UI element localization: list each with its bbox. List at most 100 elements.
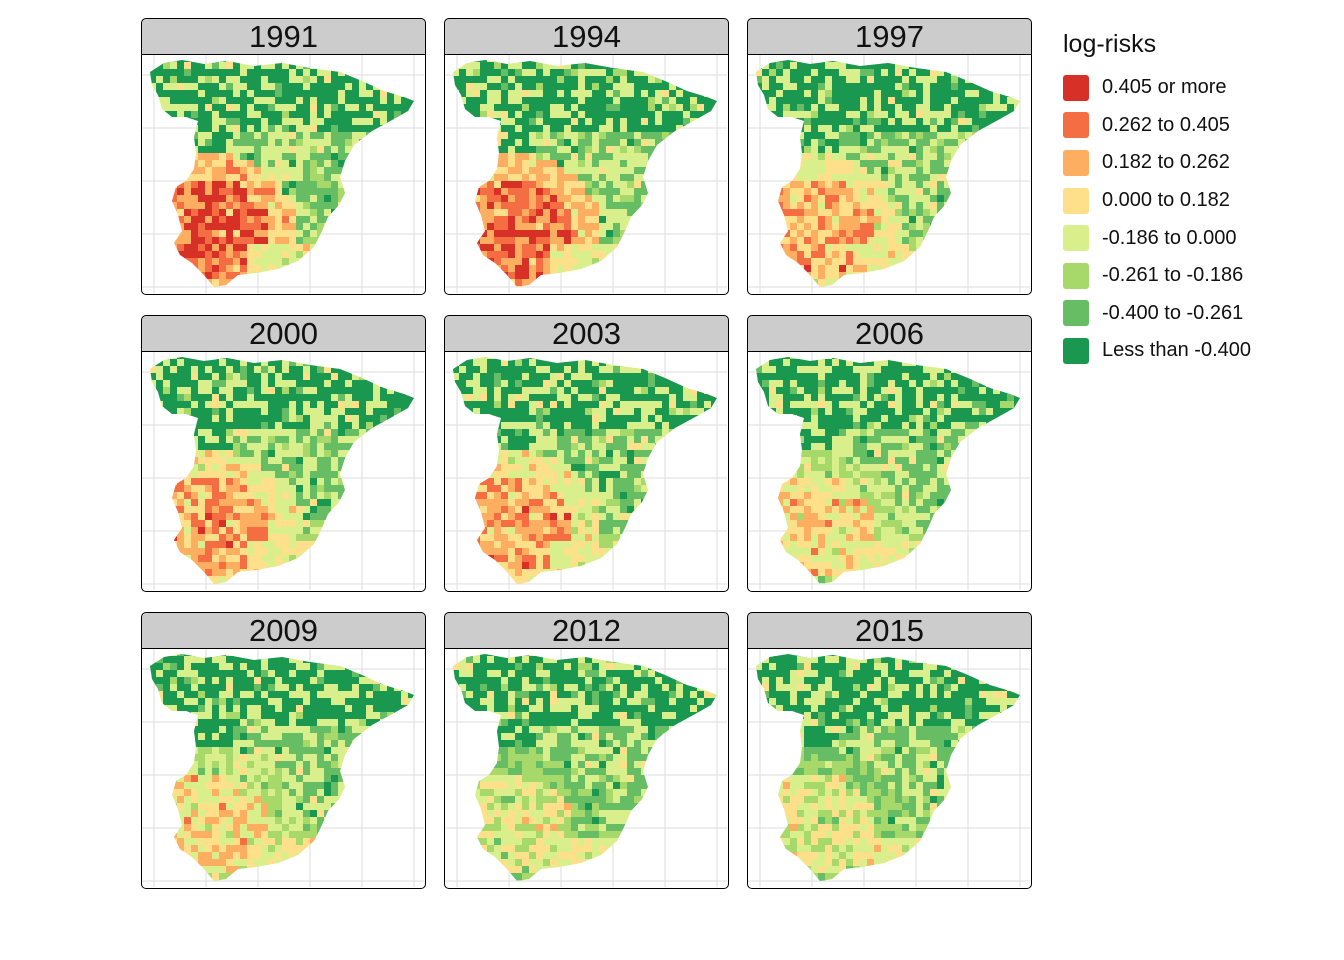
municipality-cell bbox=[261, 167, 269, 175]
municipality-cell bbox=[874, 209, 882, 217]
municipality-cell bbox=[762, 209, 770, 217]
municipality-cell bbox=[338, 401, 346, 409]
municipality-cell bbox=[289, 373, 297, 381]
municipality-cell bbox=[296, 216, 304, 224]
municipality-cell bbox=[599, 97, 607, 105]
municipality-cell bbox=[522, 244, 530, 252]
municipality-cell bbox=[191, 429, 199, 437]
municipality-cell bbox=[150, 139, 157, 147]
municipality-cell bbox=[669, 139, 677, 147]
municipality-cell bbox=[156, 380, 164, 388]
municipality-cell bbox=[832, 244, 840, 252]
municipality-cell bbox=[247, 160, 255, 168]
municipality-cell bbox=[345, 258, 353, 266]
municipality-cell bbox=[198, 132, 206, 140]
municipality-cell bbox=[951, 111, 959, 119]
municipality-cell bbox=[473, 60, 481, 63]
municipality-cell bbox=[937, 62, 945, 70]
municipality-cell bbox=[233, 244, 241, 252]
municipality-cell bbox=[466, 125, 474, 133]
municipality-cell bbox=[331, 104, 339, 112]
municipality-cell bbox=[466, 160, 474, 168]
municipality-cell bbox=[944, 209, 952, 217]
municipality-cell bbox=[150, 436, 157, 444]
municipality-cell bbox=[895, 97, 903, 105]
municipality-cell bbox=[296, 244, 304, 252]
municipality-cell bbox=[676, 167, 684, 175]
municipality-cell bbox=[156, 146, 164, 154]
municipality-cell bbox=[352, 471, 360, 479]
municipality-cell bbox=[669, 202, 677, 210]
municipality-cell bbox=[198, 69, 206, 77]
municipality-cell bbox=[142, 132, 150, 140]
municipality-cell bbox=[226, 464, 234, 472]
municipality-cell bbox=[401, 415, 409, 423]
municipality-cell bbox=[494, 202, 502, 210]
municipality-cell bbox=[338, 265, 346, 273]
municipality-cell bbox=[748, 160, 756, 168]
municipality-cell bbox=[359, 394, 367, 402]
municipality-cell bbox=[818, 195, 826, 203]
municipality-cell bbox=[219, 111, 227, 119]
municipality-cell bbox=[783, 62, 791, 70]
municipality-cell bbox=[641, 279, 649, 287]
municipality-cell bbox=[627, 60, 635, 63]
municipality-cell bbox=[578, 195, 586, 203]
municipality-cell bbox=[585, 160, 593, 168]
municipality-cell bbox=[550, 62, 558, 70]
municipality-cell bbox=[564, 174, 572, 182]
municipality-cell bbox=[515, 83, 523, 91]
municipality-cell bbox=[972, 181, 980, 189]
municipality-cell bbox=[690, 60, 698, 63]
municipality-cell bbox=[282, 230, 290, 238]
municipality-cell bbox=[690, 90, 698, 98]
municipality-cell bbox=[303, 202, 311, 210]
municipality-cell bbox=[219, 422, 227, 430]
municipality-cell bbox=[867, 60, 875, 63]
municipality-cell bbox=[846, 125, 854, 133]
municipality-cell bbox=[613, 230, 621, 238]
municipality-cell bbox=[310, 97, 318, 105]
municipality-cell bbox=[480, 251, 488, 259]
municipality-cell bbox=[790, 69, 798, 77]
municipality-cell bbox=[289, 408, 297, 416]
municipality-cell bbox=[655, 90, 663, 98]
municipality-cell bbox=[776, 209, 784, 217]
municipality-cell bbox=[867, 139, 875, 147]
municipality-cell bbox=[198, 125, 206, 133]
municipality-cell bbox=[697, 167, 705, 175]
municipality-cell bbox=[415, 464, 423, 472]
municipality-cell bbox=[811, 62, 819, 70]
municipality-cell bbox=[296, 174, 304, 182]
municipality-cell bbox=[543, 62, 551, 70]
municipality-cell bbox=[508, 104, 516, 112]
municipality-cell bbox=[289, 104, 297, 112]
municipality-cell bbox=[282, 380, 290, 388]
municipality-cell bbox=[198, 83, 206, 91]
municipality-cell bbox=[839, 153, 847, 161]
municipality-cell bbox=[888, 69, 896, 77]
municipality-cell bbox=[557, 69, 565, 77]
municipality-cell bbox=[331, 450, 339, 458]
municipality-cell bbox=[289, 223, 297, 231]
municipality-cell bbox=[564, 251, 572, 259]
municipality-cell bbox=[853, 153, 861, 161]
municipality-cell bbox=[310, 401, 318, 409]
municipality-cell bbox=[923, 125, 931, 133]
municipality-cell bbox=[627, 83, 635, 91]
municipality-cell bbox=[191, 188, 199, 196]
municipality-cell bbox=[762, 62, 770, 70]
municipality-cell bbox=[240, 272, 248, 280]
municipality-cell bbox=[240, 153, 248, 161]
municipality-cell bbox=[219, 139, 227, 147]
municipality-cell bbox=[473, 188, 481, 196]
municipality-cell bbox=[163, 244, 171, 252]
municipality-cell bbox=[289, 272, 297, 280]
municipality-cell bbox=[240, 394, 248, 402]
municipality-cell bbox=[359, 251, 367, 259]
municipality-cell bbox=[979, 174, 987, 182]
municipality-cell bbox=[599, 69, 607, 77]
municipality-cell bbox=[676, 160, 684, 168]
municipality-cell bbox=[550, 139, 558, 147]
municipality-cell bbox=[303, 139, 311, 147]
